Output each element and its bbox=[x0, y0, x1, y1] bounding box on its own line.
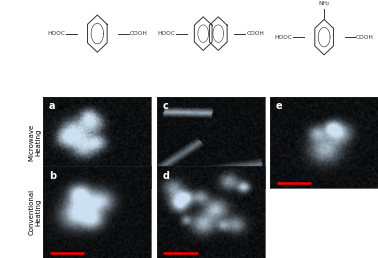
Text: b: b bbox=[49, 171, 56, 181]
Text: c: c bbox=[162, 101, 168, 111]
Text: Microwave
Heating: Microwave Heating bbox=[29, 124, 42, 161]
Text: COOH: COOH bbox=[130, 31, 147, 36]
Text: HOOC: HOOC bbox=[47, 31, 65, 36]
Text: d: d bbox=[162, 171, 169, 181]
Text: Conventional
Heating: Conventional Heating bbox=[29, 189, 42, 235]
Text: HOOC: HOOC bbox=[274, 35, 292, 40]
Text: e: e bbox=[276, 101, 282, 111]
Text: COOH: COOH bbox=[356, 35, 374, 40]
Text: a: a bbox=[49, 101, 55, 111]
Text: COOH: COOH bbox=[246, 31, 264, 36]
Text: NH₂: NH₂ bbox=[319, 1, 330, 6]
Text: HOOC: HOOC bbox=[157, 31, 175, 36]
